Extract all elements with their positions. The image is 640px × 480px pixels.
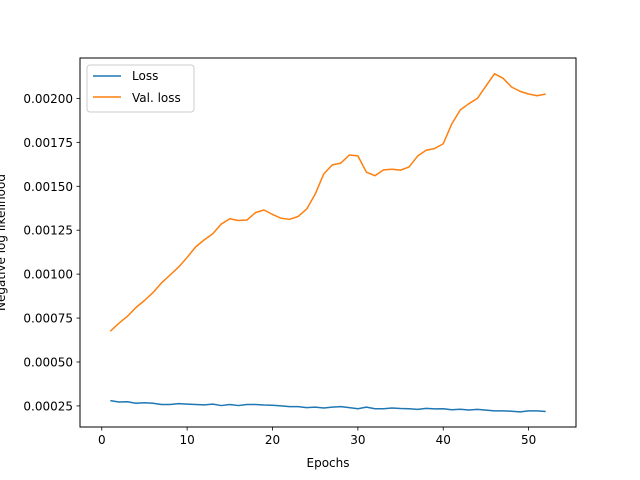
x-tick-label: 20 (265, 433, 280, 447)
y-tick-label: 0.00200 (23, 92, 73, 106)
y-axis-label: Negative log likelihood (0, 174, 8, 311)
legend-label-loss: Loss (132, 69, 158, 83)
x-tick-label: 40 (436, 433, 451, 447)
y-tick-label: 0.00100 (23, 268, 73, 282)
x-tick-label: 0 (98, 433, 106, 447)
y-tick-label: 0.00075 (23, 312, 73, 326)
y-tick-label: 0.00175 (23, 136, 73, 150)
series-line-0 (110, 399, 546, 413)
legend: Loss Val. loss (86, 64, 195, 113)
y-axis: 0.00025 0.00050 0.00075 0.00100 0.00125 0.001… (23, 92, 80, 413)
x-axis: 0 10 20 30 40 50 (98, 427, 536, 447)
y-tick-label: 0.00150 (23, 180, 73, 194)
legend-label-val-loss: Val. loss (132, 91, 181, 105)
plot-frame (79, 57, 577, 428)
x-tick-label: 10 (179, 433, 194, 447)
x-axis-label: Epochs (307, 456, 350, 470)
x-tick-label: 50 (521, 433, 536, 447)
x-tick-label: 30 (350, 433, 365, 447)
y-tick-label: 0.00050 (23, 355, 73, 369)
series-lines (109, 73, 546, 413)
y-tick-label: 0.00125 (23, 224, 73, 238)
y-tick-label: 0.00025 (23, 399, 73, 413)
series-line-1 (109, 73, 546, 332)
